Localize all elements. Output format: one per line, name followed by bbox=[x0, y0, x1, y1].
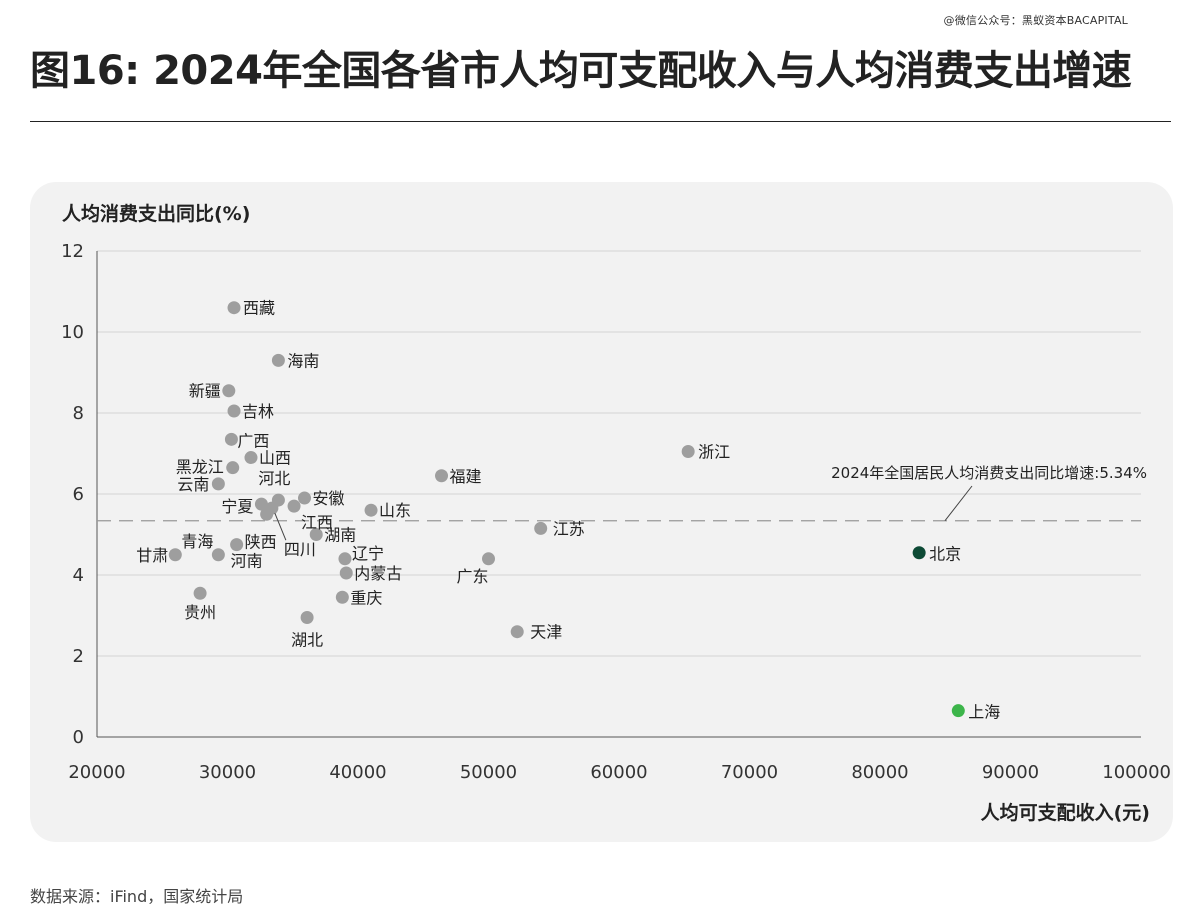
x-axis-title: 人均可支配收入(元) bbox=[981, 801, 1150, 824]
data-point-label: 江西 bbox=[301, 513, 333, 532]
data-point bbox=[300, 611, 314, 625]
data-point-label: 海南 bbox=[287, 351, 319, 370]
reference-leader-line bbox=[944, 485, 973, 522]
grid-lines bbox=[97, 250, 1141, 657]
reference-line-group: 2024年全国居民人均消费支出同比增速:5.34% bbox=[97, 464, 1147, 522]
data-point bbox=[287, 499, 301, 513]
x-tick-label: 30000 bbox=[199, 762, 256, 783]
y-tick-label: 8 bbox=[73, 403, 84, 424]
data-point bbox=[260, 507, 274, 521]
x-tick-label: 90000 bbox=[982, 762, 1039, 783]
data-point bbox=[912, 546, 926, 560]
x-tick-label: 100000 bbox=[1102, 762, 1171, 783]
data-point bbox=[435, 469, 449, 483]
data-point-label: 安徽 bbox=[312, 489, 344, 508]
data-point-label: 新疆 bbox=[189, 382, 221, 401]
y-tick-label: 4 bbox=[73, 565, 84, 586]
data-point bbox=[338, 552, 352, 566]
data-point bbox=[271, 353, 285, 367]
data-point-label: 上海 bbox=[968, 703, 1000, 722]
y-tick-label: 6 bbox=[73, 484, 84, 505]
data-source-note: 数据来源：iFind，国家统计局 bbox=[30, 887, 244, 906]
data-point-label: 北京 bbox=[929, 545, 961, 564]
data-point bbox=[193, 586, 207, 600]
data-point bbox=[211, 477, 225, 491]
data-point bbox=[335, 590, 349, 604]
data-point-label: 贵州 bbox=[184, 603, 216, 622]
data-point-label: 河南 bbox=[231, 552, 263, 571]
data-point-label: 福建 bbox=[450, 467, 482, 486]
data-point-label: 云南 bbox=[177, 475, 209, 494]
data-point bbox=[168, 548, 182, 562]
data-point bbox=[224, 432, 238, 446]
data-point bbox=[309, 528, 323, 541]
data-point bbox=[227, 404, 241, 418]
data-point bbox=[364, 503, 378, 517]
reference-line-label: 2024年全国居民人均消费支出同比增速:5.34% bbox=[831, 464, 1147, 482]
data-point bbox=[226, 461, 240, 475]
x-tick-label: 20000 bbox=[68, 762, 125, 783]
data-point bbox=[297, 491, 311, 505]
data-point-label: 重庆 bbox=[350, 588, 382, 607]
data-point-label: 黑龙江 bbox=[176, 458, 224, 477]
data-point-label: 天津 bbox=[530, 623, 562, 642]
data-point bbox=[681, 444, 695, 458]
x-tick-label: 60000 bbox=[590, 762, 647, 783]
data-point-label: 山东 bbox=[379, 501, 411, 520]
data-point-label: 广东 bbox=[456, 567, 488, 586]
data-point-label: 内蒙古 bbox=[354, 564, 402, 583]
page-title: 图16: 2024年全国各省市人均可支配收入与人均消费支出增速 bbox=[30, 48, 1132, 94]
data-point bbox=[951, 704, 965, 718]
y-tick-label: 12 bbox=[61, 241, 84, 262]
watermark: @微信公众号：黑蚁资本BACAPITAL bbox=[943, 14, 1128, 27]
axes: 0 2 4 6 8 10 12 20000 30000 40000 50000 60000 70000 8… bbox=[61, 241, 1171, 783]
data-point-label: 宁夏 bbox=[221, 497, 253, 516]
data-point-label: 吉林 bbox=[242, 402, 274, 421]
data-point bbox=[244, 451, 258, 465]
data-point bbox=[482, 552, 495, 566]
chart-card bbox=[30, 182, 1173, 842]
data-point bbox=[230, 538, 244, 552]
data-point-label: 山西 bbox=[259, 449, 291, 468]
y-tick-label: 2 bbox=[73, 646, 84, 667]
data-point-label: 河北 bbox=[258, 469, 290, 488]
data-point bbox=[222, 384, 236, 398]
data-point bbox=[227, 301, 241, 315]
data-point-label: 湖南 bbox=[324, 526, 356, 545]
data-points bbox=[168, 301, 965, 718]
data-point bbox=[339, 566, 353, 580]
data-point-label: 青海 bbox=[181, 532, 213, 551]
y-tick-label: 10 bbox=[61, 322, 84, 343]
x-tick-label: 40000 bbox=[329, 762, 386, 783]
data-point-label: 江苏 bbox=[553, 519, 585, 538]
data-point-label: 西藏 bbox=[243, 299, 275, 318]
data-point-label: 甘肃 bbox=[136, 546, 168, 565]
y-tick-label: 0 bbox=[73, 727, 84, 748]
data-point-label: 四川 bbox=[284, 540, 316, 559]
data-point bbox=[211, 548, 225, 562]
data-point-label: 广西 bbox=[237, 431, 269, 450]
title-divider bbox=[30, 121, 1171, 122]
y-axis-title: 人均消费支出同比(%) bbox=[62, 202, 250, 225]
data-point-label: 陕西 bbox=[245, 532, 277, 551]
data-point-label: 辽宁 bbox=[352, 544, 384, 563]
x-tick-label: 70000 bbox=[721, 762, 778, 783]
x-tick-label: 50000 bbox=[460, 762, 517, 783]
x-tick-label: 80000 bbox=[851, 762, 908, 783]
data-point bbox=[510, 625, 524, 639]
data-point-label: 浙江 bbox=[698, 442, 730, 461]
data-point bbox=[534, 521, 548, 535]
data-point bbox=[254, 497, 268, 511]
data-point-label: 湖北 bbox=[291, 631, 323, 650]
label-leader-line bbox=[274, 512, 287, 541]
